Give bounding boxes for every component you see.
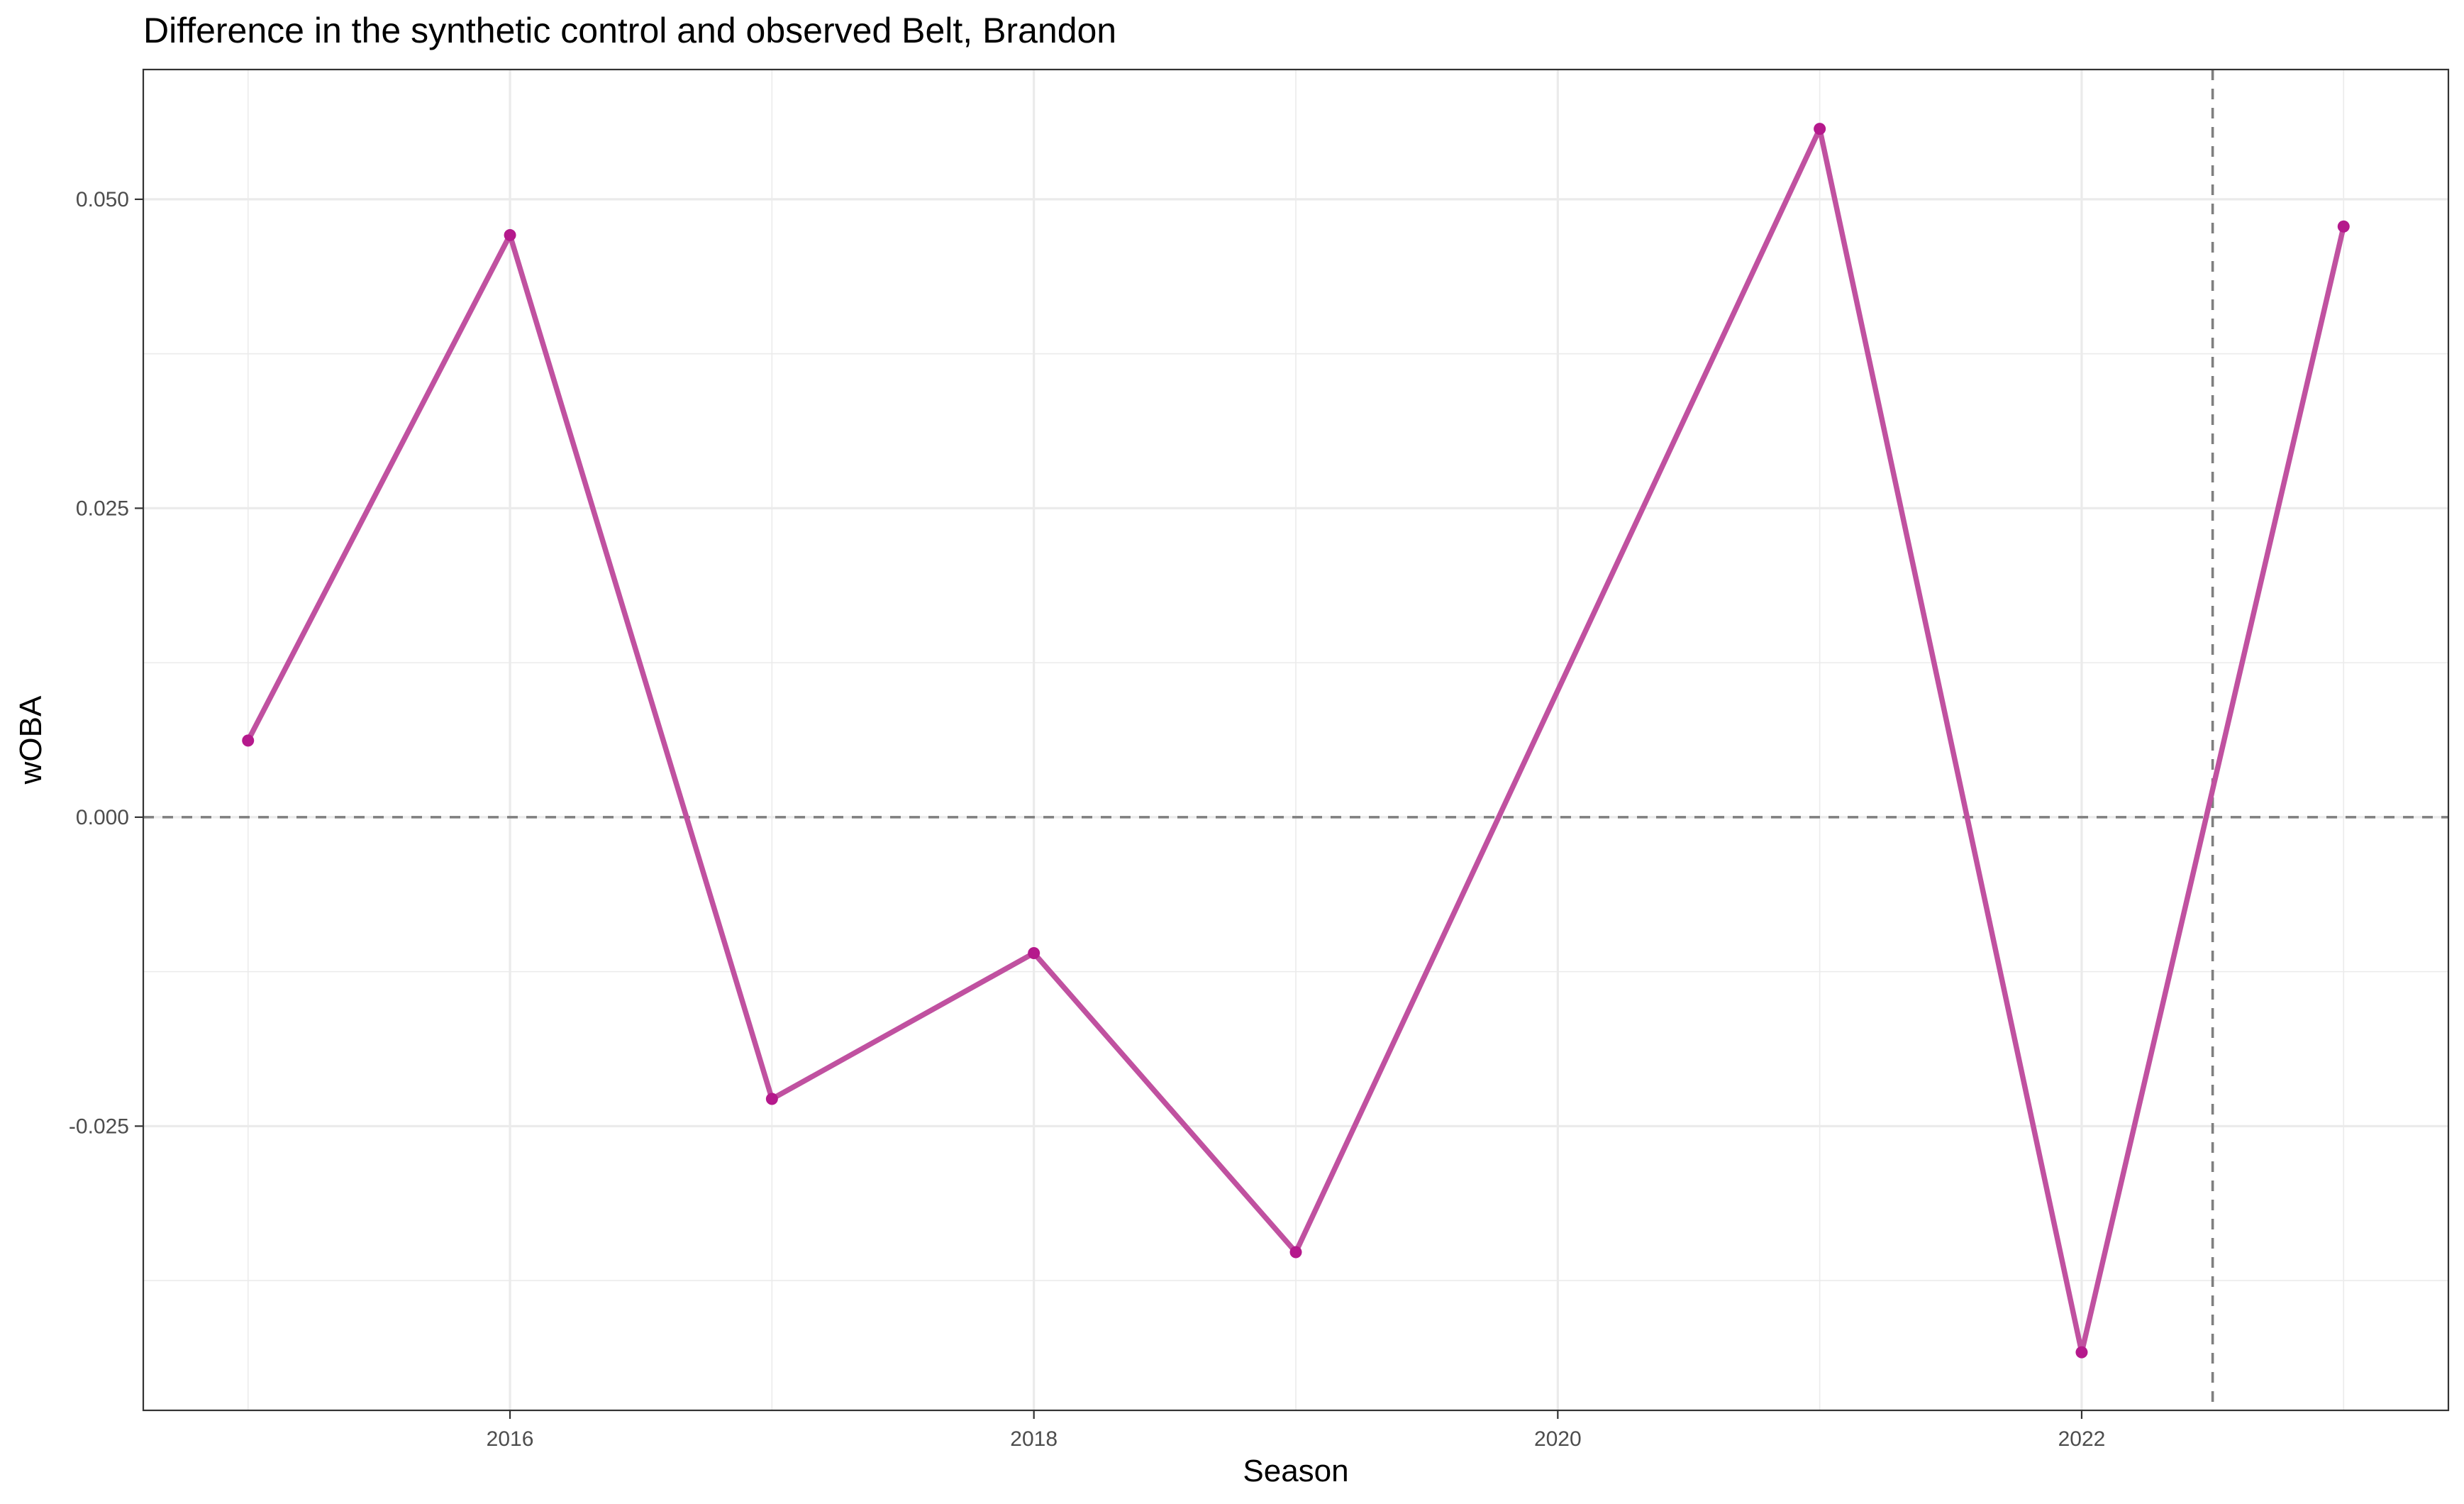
- x-tick-label: 2022: [2058, 1427, 2106, 1451]
- axes: 2016 2018 2020 2022 -0.025 0.000 0.025 0.050: [69, 188, 2105, 1451]
- data-point: [2075, 1346, 2088, 1359]
- x-axis-title: Season: [1243, 1454, 1348, 1488]
- chart-title: Difference in the synthetic control and …: [143, 11, 1116, 50]
- x-tick-label: 2016: [487, 1427, 534, 1451]
- y-tick-label: 0.050: [76, 188, 129, 211]
- data-point: [1814, 123, 1826, 136]
- y-tick-label: 0.000: [76, 806, 129, 829]
- data-point: [1028, 946, 1040, 959]
- series-layer: [242, 123, 2350, 1359]
- y-axis-title: wOBA: [13, 695, 48, 785]
- x-tick-label: 2020: [1534, 1427, 1582, 1451]
- data-point: [242, 734, 255, 747]
- x-tick-label: 2018: [1010, 1427, 1058, 1451]
- y-tick-label: 0.025: [76, 497, 129, 520]
- data-point: [504, 228, 516, 241]
- data-point: [765, 1093, 778, 1105]
- y-tick-label: -0.025: [69, 1115, 129, 1138]
- grid-lines: [143, 70, 2448, 1410]
- data-point: [1289, 1246, 1302, 1259]
- data-point: [2337, 220, 2350, 233]
- series-line: [245, 126, 2347, 1355]
- reference-lines: [143, 70, 2448, 1410]
- panel-border: [142, 68, 2450, 1412]
